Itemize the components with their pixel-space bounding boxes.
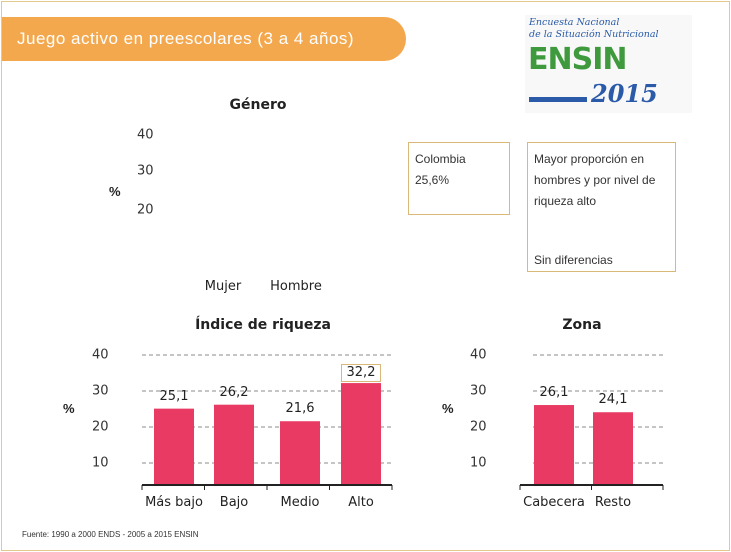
notes-line2: Sin diferencias: [534, 253, 613, 267]
zona-title: Zona: [562, 317, 602, 333]
zona-ytick: 20: [470, 419, 487, 435]
colombia-label: Colombia: [415, 152, 466, 166]
zona-bar: [534, 405, 574, 485]
notes-line1: Mayor proporción en hombres y por nivel …: [534, 152, 656, 208]
logo-line1: Encuesta Nacional: [529, 17, 620, 28]
zona-category-label: Cabecera: [523, 495, 585, 510]
riqueza-ylabel: %: [63, 401, 75, 416]
banner-title: Juego activo en preescolares (3 a 4 años…: [2, 17, 406, 61]
colombia-value: 25,6%: [415, 173, 450, 187]
riqueza-category-label: Bajo: [219, 495, 249, 510]
riqueza-category-label: Medio: [280, 495, 320, 510]
zona-category-label: Resto: [594, 495, 632, 510]
notes-box: Mayor proporción en hombres y por nivel …: [527, 142, 676, 272]
riqueza-value-label: 25,1: [159, 388, 189, 404]
logo-line2: de la Situación Nutricional: [529, 29, 659, 40]
genero-ytick: 40: [137, 127, 154, 143]
genero-ylabel: %: [109, 184, 121, 199]
riqueza-bar: [280, 421, 320, 485]
zona-ytick: 10: [470, 455, 487, 471]
riqueza-value-label: 26,2: [219, 384, 249, 400]
riqueza-ytick: 20: [92, 419, 109, 435]
riqueza-bar: [214, 404, 254, 485]
genero-ytick: 20: [137, 202, 154, 218]
riqueza-ytick: 40: [92, 347, 109, 363]
riqueza-title: Índice de riqueza: [195, 317, 331, 333]
genero-category: Hombre: [270, 279, 322, 294]
zona-value-label: 24,1: [598, 392, 628, 408]
logo-year: 2015: [591, 79, 658, 108]
genero-ytick: 30: [137, 163, 154, 179]
zona-value-label: 26,1: [539, 385, 569, 401]
riqueza-value-label: 32,2: [341, 364, 381, 383]
riqueza-bar: [154, 408, 194, 485]
genero-title: Género: [229, 97, 287, 113]
riqueza-category-label: Alto: [348, 495, 374, 510]
riqueza-value-label: 21,6: [285, 401, 315, 417]
riqueza-ytick: 10: [92, 455, 109, 471]
logo-bar: [529, 97, 587, 102]
zona-ylabel: %: [442, 401, 454, 416]
zona-ytick: 30: [470, 383, 487, 399]
colombia-box: Colombia 25,6%: [408, 142, 510, 215]
riqueza-ytick: 30: [92, 383, 109, 399]
riqueza-bar: [341, 383, 381, 485]
riqueza-category-label: Más bajo: [145, 495, 203, 510]
zona-ytick: 40: [470, 347, 487, 363]
ensin-logo: Encuesta Nacional de la Situación Nutric…: [525, 15, 692, 113]
logo-brand: ENSIN: [528, 42, 627, 77]
zona-bar: [593, 412, 633, 485]
source-note: Fuente: 1990 a 2000 ENDS - 2005 a 2015 E…: [22, 530, 199, 539]
genero-category: Mujer: [204, 279, 242, 294]
